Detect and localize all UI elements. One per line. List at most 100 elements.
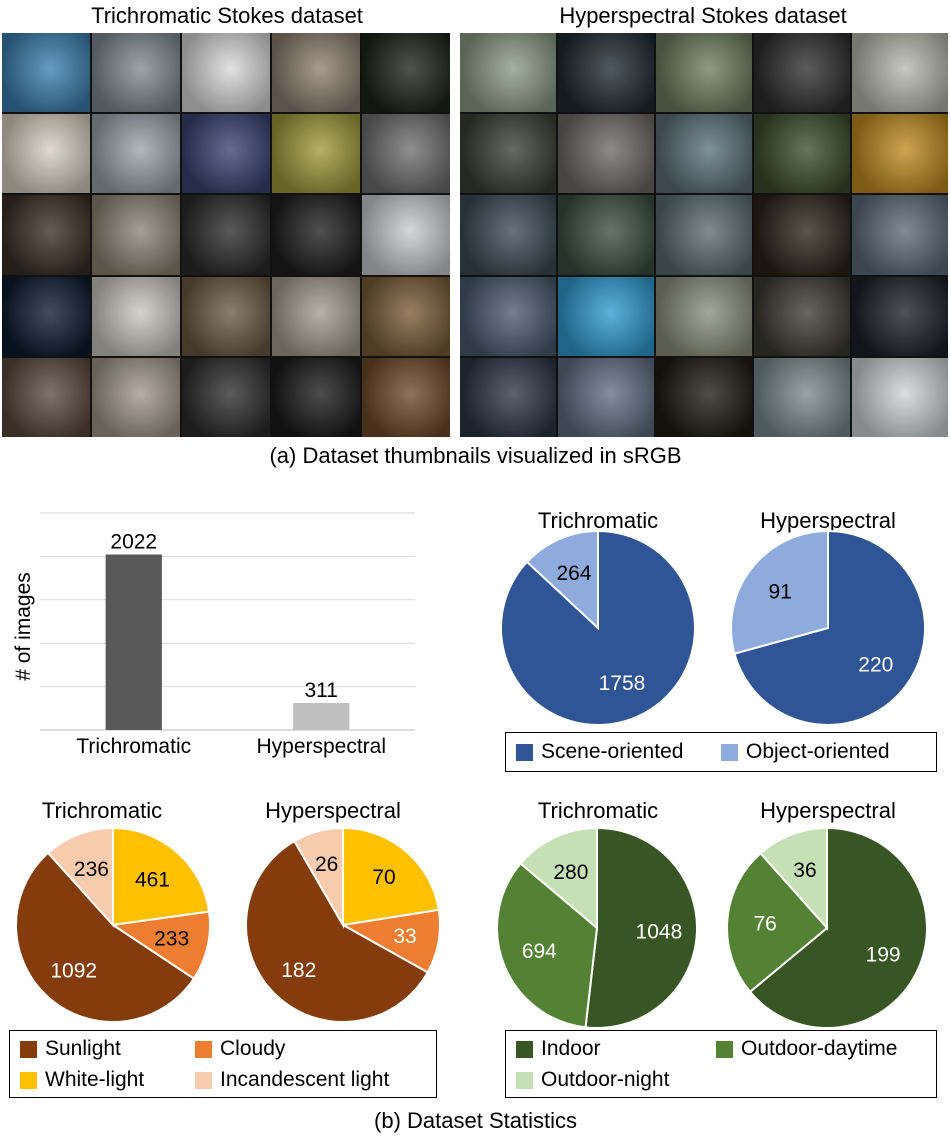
legend-swatch (20, 1071, 37, 1089)
thumbnail-image (852, 114, 948, 194)
thumbnail-image (754, 33, 850, 113)
pie-value-label: 1758 (599, 672, 646, 695)
pie-slice (519, 826, 598, 931)
thumbnail-image (362, 114, 450, 194)
orientation-pie-hyperspectral: 220 91 (718, 528, 938, 728)
thumbnail-image (558, 195, 654, 275)
thumbnail-image (852, 33, 948, 113)
pie-value-label: 199 (866, 943, 901, 966)
thumbnail-image (272, 357, 360, 437)
thumbnail-image (460, 276, 556, 356)
thumbnail-image (272, 195, 360, 275)
orientation-pie-trichromatic: 1758 264 (488, 528, 708, 728)
legend-item-white-light: White-light (20, 1068, 144, 1092)
thumbnail-image (362, 276, 450, 356)
pie-slice (15, 851, 196, 1023)
legend-swatch (721, 743, 738, 761)
pie-value-label: 33 (393, 925, 416, 948)
pie-slice (525, 529, 599, 631)
pie-value-label: 36 (793, 859, 816, 882)
legend-label: Outdoor-night (541, 1068, 670, 1091)
legend-item-cloudy: Cloudy (195, 1037, 285, 1061)
caption-b: (b) Dataset Statistics (374, 1108, 577, 1133)
illumination-legend: Sunlight Cloudy White-light Incandescent… (9, 1030, 437, 1098)
pie-value-label: 182 (281, 959, 316, 982)
pie-slice (46, 826, 114, 928)
orientation-legend: Scene-oriented Object-oriented (505, 732, 937, 772)
pie-slice (730, 529, 829, 655)
pie-slice (500, 529, 696, 726)
pie-value-label: 694 (522, 940, 557, 963)
thumbnail-image (656, 33, 752, 113)
thumbnail-image (558, 33, 654, 113)
location-pie-hyperspectral: 199 76 36 (722, 825, 932, 1035)
legend-item-object-oriented: Object-oriented (721, 740, 890, 764)
pie-value-label: 461 (135, 869, 170, 892)
pie-value-label: 220 (858, 653, 893, 676)
pie-slice (584, 826, 698, 1029)
pie-value-label: 280 (553, 861, 588, 884)
thumbnail-image (460, 33, 556, 113)
thumbnail-image (460, 195, 556, 275)
legend-swatch (516, 743, 533, 761)
thumbnail-image (272, 276, 360, 356)
legend-label: Indoor (541, 1037, 601, 1060)
thumbnail-image (558, 276, 654, 356)
pie-slice (759, 826, 828, 931)
thumbnail-image (92, 33, 180, 113)
trichromatic-thumbnail-grid (2, 33, 450, 437)
legend-label: Scene-oriented (541, 740, 684, 763)
thumbnail-image (182, 195, 270, 275)
location-pie-trichromatic: 1048 694 280 (492, 825, 712, 1035)
thumbnail-image (362, 357, 450, 437)
location-pie-title-trichromatic: Trichromatic (537, 798, 659, 823)
illumination-pie-title-trichromatic: Trichromatic (41, 798, 163, 823)
thumbnail-image (558, 114, 654, 194)
thumbnail-image (2, 33, 90, 113)
pie-slice (748, 826, 928, 1029)
pie-slice (342, 826, 440, 927)
image-count-bar-chart: 2022 Trichromatic 311 Hyperspectral # of ima… (0, 490, 440, 780)
pie-slice (292, 826, 344, 929)
legend-item-sunlight: Sunlight (20, 1037, 121, 1061)
thumbnail-image (92, 114, 180, 194)
legend-item-incandescent-light: Incandescent light (195, 1068, 389, 1092)
thumbnail-image (852, 357, 948, 437)
location-legend: Indoor Outdoor-daytime Outdoor-night (505, 1030, 937, 1098)
thumbnail-image (754, 195, 850, 275)
pie-value-label: 76 (753, 912, 776, 935)
hyperspectral-thumbnail-grid (460, 33, 948, 437)
legend-swatch (195, 1071, 212, 1089)
legend-swatch (716, 1040, 733, 1058)
pie-value-label: 264 (556, 562, 591, 585)
legend-swatch (20, 1040, 37, 1058)
legend-swatch (516, 1071, 533, 1089)
pie-value-label: 236 (74, 858, 109, 881)
thumbnail-image (754, 114, 850, 194)
bar (105, 554, 162, 730)
category-tick-label: Trichromatic (76, 735, 191, 758)
thumbnail-image (656, 357, 752, 437)
illumination-pie-hyperspectral: 70 33 182 26 (238, 825, 448, 1030)
thumbnail-image (182, 276, 270, 356)
thumbnail-image (460, 357, 556, 437)
legend-label: Sunlight (45, 1037, 121, 1060)
caption-a: (a) Dataset thumbnails visualized in sRG… (269, 443, 682, 468)
thumbnail-image (656, 276, 752, 356)
pie-slice (733, 529, 926, 726)
thumbnail-image (362, 195, 450, 275)
bar (293, 703, 350, 730)
thumbnail-image (754, 357, 850, 437)
legend-item-indoor: Indoor (516, 1037, 601, 1061)
pie-value-label: 1092 (50, 960, 97, 983)
legend-label: Cloudy (220, 1037, 286, 1060)
y-axis-label: # of images (12, 572, 35, 681)
pie-value-label: 70 (372, 866, 395, 889)
bar-value-label: 311 (305, 679, 338, 702)
thumbnail-image (2, 276, 90, 356)
pie-slice (726, 851, 829, 994)
thumbnail-image (182, 33, 270, 113)
legend-label: Object-oriented (746, 740, 890, 763)
thumbnail-image (852, 276, 948, 356)
left-grid-title: Trichromatic Stokes dataset (91, 3, 363, 28)
